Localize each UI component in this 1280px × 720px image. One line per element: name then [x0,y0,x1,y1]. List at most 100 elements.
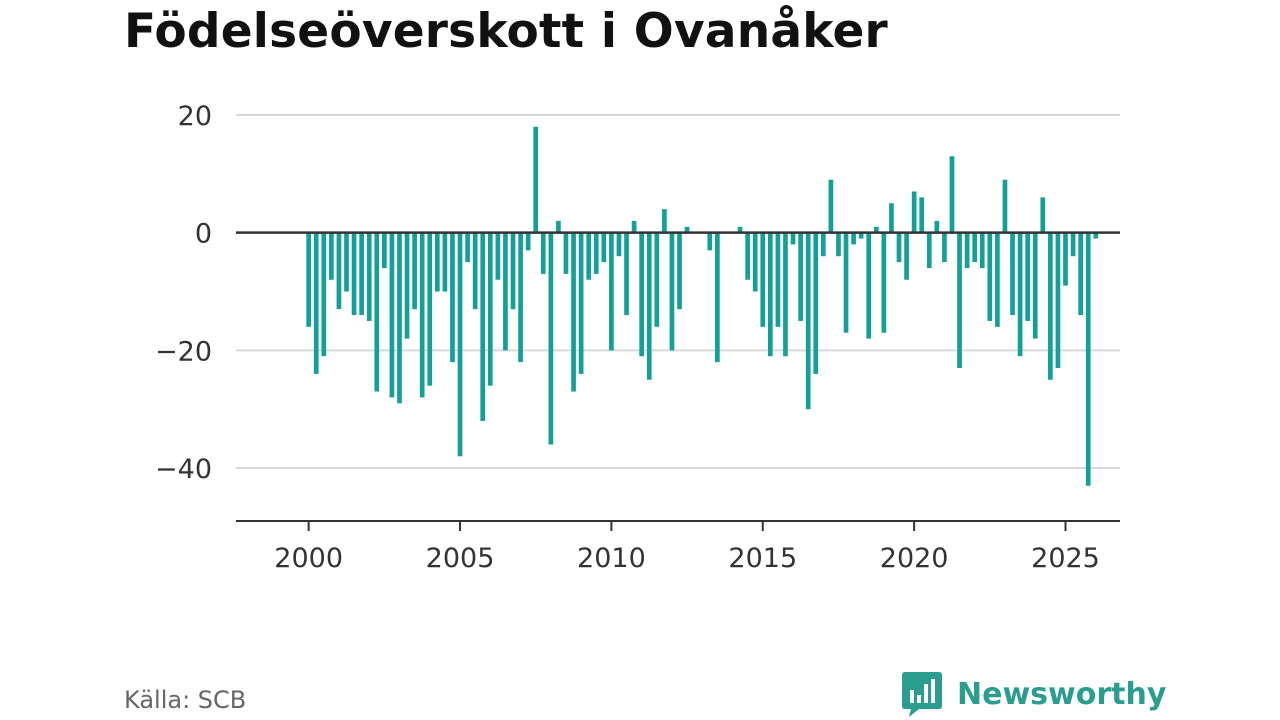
bar [1070,232,1076,257]
bar [760,232,766,327]
bar [381,232,387,268]
bar [715,232,720,363]
bar [1010,232,1015,316]
bar [593,232,599,274]
bar [1063,232,1068,286]
bar [805,232,811,410]
bar [1085,232,1091,486]
bar [911,191,917,233]
bar [510,232,516,310]
bar [540,232,546,274]
bar [472,232,478,310]
bar [752,232,758,292]
bars [306,126,1099,486]
bar [942,232,947,263]
bar [987,232,993,321]
bar [616,232,622,257]
bar [654,232,660,327]
bar [745,232,750,280]
bar [919,197,925,233]
bar-chart-bubble-icon [902,672,942,717]
bar [366,232,372,321]
bar [480,232,486,421]
bar [1093,232,1099,239]
bar [783,232,788,357]
bar [858,232,864,239]
bar [359,232,364,316]
bar [404,232,410,339]
bar [487,232,493,386]
bar [571,232,576,392]
bar [548,232,554,445]
bar [503,232,508,351]
bar [662,209,667,233]
bar [586,232,592,280]
bar-chart: 20 0 −20 −40 2000 2005 2010 2015 2020 2025 [155,101,1120,574]
bar [737,226,743,233]
y-tick-label: 20 [178,101,212,132]
x-tick-label: 2010 [577,543,646,574]
x-tick-label: 2000 [274,543,343,574]
bar [896,232,902,263]
bar [495,232,501,280]
bar [964,232,970,268]
bar [790,232,796,245]
bar [775,232,781,327]
bar [1048,232,1053,380]
bar [798,232,803,321]
bar [578,232,584,374]
bar [1078,232,1083,316]
bar [624,232,629,316]
bar [374,232,380,392]
bar [329,232,334,280]
bar [646,232,652,380]
bar [412,232,417,310]
bar [639,232,645,357]
bar [427,232,433,386]
brand-name: Newsworthy [957,676,1167,712]
bar [1055,232,1061,369]
bar [707,232,713,251]
bar [419,232,425,398]
tick-labels: 20 0 −20 −40 2000 2005 2010 2015 2020 2025 [155,101,1100,574]
bar [1032,232,1038,339]
bar [1017,232,1023,357]
bar [442,232,448,292]
bar [972,232,978,263]
bar [934,220,940,233]
bar [677,232,682,310]
y-tick-label: 0 [195,219,212,250]
bar [843,232,849,333]
bar [669,232,675,351]
bar [1025,232,1031,321]
gridlines [236,114,1120,470]
bar [820,232,826,257]
bar [533,126,539,233]
bar [609,232,614,351]
bar [321,232,327,357]
bar [926,232,932,268]
bar [601,232,607,263]
bar [1002,179,1008,233]
bar [397,232,402,404]
bar [465,232,470,263]
bar [313,232,319,374]
x-tick-label: 2005 [426,543,495,574]
bar [684,226,690,233]
bar [949,156,955,233]
bar [828,179,834,233]
bar [518,232,523,363]
bar [525,232,531,251]
bar [836,232,841,257]
bar [767,232,773,357]
bar [889,203,894,233]
bar [881,232,887,333]
axes [236,231,1120,531]
x-tick-label: 2020 [880,543,949,574]
bar [389,232,395,398]
bar [457,232,463,457]
x-tick-label: 2025 [1031,543,1100,574]
bar [851,232,856,245]
newsworthy-logo[interactable]: Newsworthy [901,670,1166,718]
bar [344,232,349,292]
